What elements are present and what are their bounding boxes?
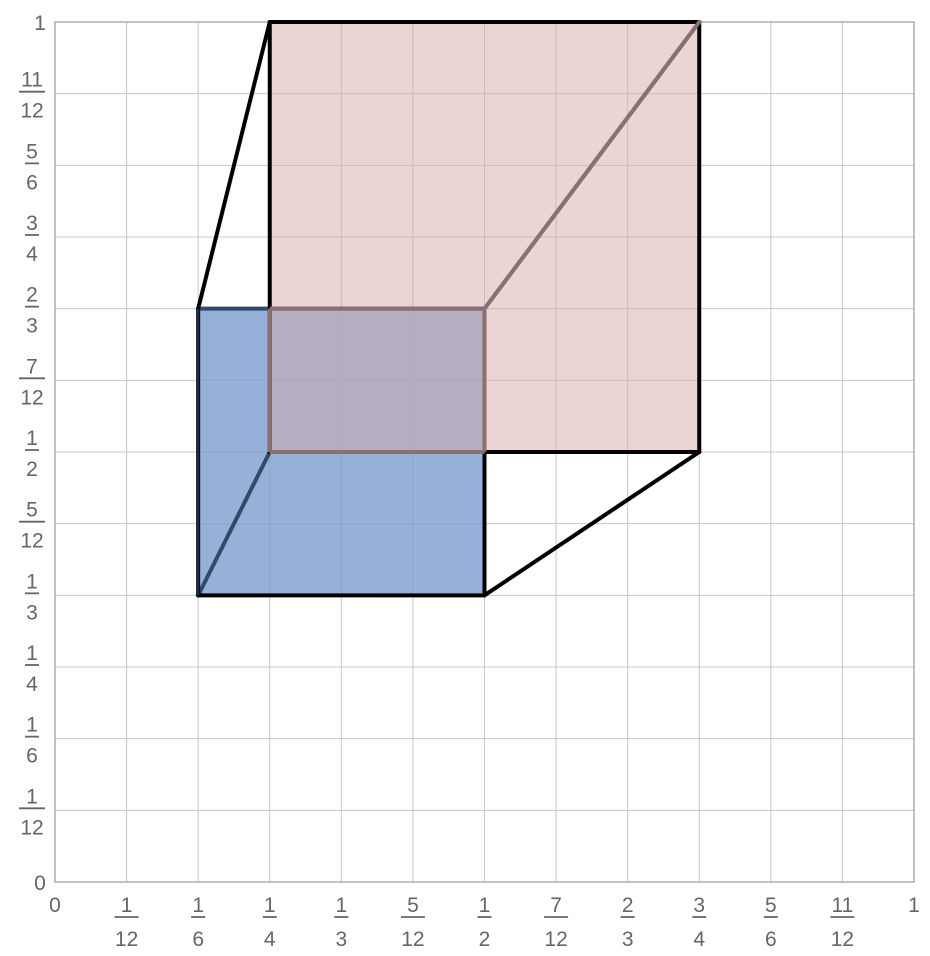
y-tick-denominator-6: 2 <box>26 458 38 481</box>
y-tick-numerator-10: 5 <box>26 140 38 163</box>
y-tick-denominator-8: 3 <box>26 315 38 338</box>
outlines <box>196 20 702 598</box>
x-tick-denominator-5: 12 <box>401 928 424 951</box>
y-tick-denominator-2: 6 <box>26 745 38 768</box>
x-tick-numerator-6: 1 <box>479 894 491 917</box>
x-tick-numerator-1: 1 <box>121 894 133 917</box>
x-tick-label-12: 1 <box>908 894 920 917</box>
x-tick-denominator-1: 12 <box>115 928 138 951</box>
red-rectangle <box>269 22 700 452</box>
x-tick-numerator-9: 3 <box>693 894 705 917</box>
y-tick-numerator-6: 1 <box>26 427 38 450</box>
y-tick-numerator-8: 2 <box>26 284 38 307</box>
y-tick-numerator-5: 5 <box>26 499 38 522</box>
y-tick-numerator-11: 11 <box>21 69 43 92</box>
x-tick-numerator-4: 1 <box>335 894 347 917</box>
connector-segment-1 <box>196 20 272 311</box>
y-tick-numerator-4: 1 <box>26 570 38 593</box>
y-tick-denominator-7: 12 <box>20 386 43 409</box>
y-tick-denominator-5: 12 <box>20 530 43 553</box>
x-tick-numerator-10: 5 <box>765 894 777 917</box>
x-tick-denominator-4: 3 <box>335 928 347 951</box>
x-tick-numerator-11: 11 <box>832 894 854 917</box>
x-tick-denominator-6: 2 <box>479 928 491 951</box>
y-tick-numerator-3: 1 <box>26 642 38 665</box>
x-tick-denominator-7: 12 <box>544 928 567 951</box>
x-tick-numerator-2: 1 <box>192 894 204 917</box>
x-tick-numerator-8: 2 <box>622 894 634 917</box>
x-tick-denominator-2: 6 <box>192 928 204 951</box>
y-tick-denominator-1: 12 <box>20 816 43 839</box>
y-tick-label-12: 1 <box>34 12 46 35</box>
y-tick-numerator-7: 7 <box>26 355 38 378</box>
x-tick-numerator-3: 1 <box>264 894 276 917</box>
x-tick-denominator-9: 4 <box>693 928 705 951</box>
red-diagonal-segment <box>482 20 702 311</box>
x-tick-label-0: 0 <box>49 894 61 917</box>
y-tick-denominator-11: 12 <box>20 100 43 123</box>
y-tick-denominator-9: 4 <box>26 243 38 266</box>
y-tick-denominator-3: 4 <box>26 673 38 696</box>
x-tick-denominator-10: 6 <box>765 928 777 951</box>
y-tick-label-0: 0 <box>34 872 46 895</box>
x-tick-numerator-7: 7 <box>550 894 562 917</box>
y-tick-denominator-10: 6 <box>26 171 38 194</box>
y-tick-numerator-1: 1 <box>26 785 38 808</box>
y-tick-denominator-4: 3 <box>26 601 38 624</box>
y-tick-numerator-9: 3 <box>26 212 38 235</box>
x-tick-denominator-8: 3 <box>622 928 634 951</box>
connector-segment-2 <box>482 450 702 598</box>
x-tick-denominator-3: 4 <box>264 928 276 951</box>
x-tick-numerator-5: 5 <box>407 894 419 917</box>
y-tick-numerator-2: 1 <box>26 714 38 737</box>
x-tick-denominator-11: 12 <box>831 928 854 951</box>
connector-segment-0 <box>196 450 272 598</box>
